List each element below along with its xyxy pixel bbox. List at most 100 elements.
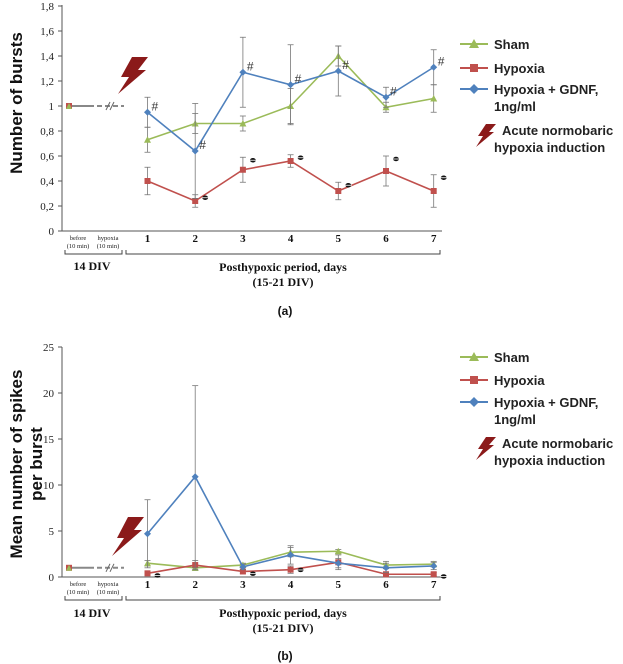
hypoxia-label-a: hypoxia <box>98 235 119 242</box>
lightning-bolt-icon <box>476 437 496 460</box>
data-point-gdnf <box>382 93 390 101</box>
baseline-point-sham <box>66 103 72 109</box>
legend-b: Sham Hypoxia Hypoxia + GDNF, 1ng/ml Acut… <box>460 350 613 468</box>
data-point-hypoxia <box>287 158 294 164</box>
data-point-hypoxia <box>287 566 294 573</box>
legend-label-gdnf-line1: Hypoxia + GDNF, <box>494 395 598 410</box>
asterisk-marker-icon <box>297 567 305 573</box>
asterisk-marker-icon <box>392 156 400 162</box>
hypoxia-duration-a: (10 min) <box>97 243 120 250</box>
legend-label-gdnf-line2: 1ng/ml <box>494 412 536 427</box>
legend-item-acute: Acute normobaric hypoxia induction <box>476 123 613 155</box>
before-duration-a: (10 min) <box>67 243 90 250</box>
y-tick-label: 1,6 <box>40 26 54 38</box>
diamond-marker-icon <box>469 84 479 94</box>
x-tick-label: 4 <box>288 579 294 591</box>
y-tick-label: 0,6 <box>40 151 54 163</box>
y-tick-label: 0,4 <box>40 176 54 188</box>
legend-label-sham: Sham <box>494 37 529 52</box>
y-tick-label: 1,2 <box>40 76 54 88</box>
legend-label-hypoxia: Hypoxia <box>494 61 545 76</box>
y-tick-label: 0,8 <box>40 126 54 138</box>
x-tick-label: 3 <box>240 233 246 245</box>
axis-break-icon <box>105 563 115 573</box>
data-point-gdnf <box>239 563 247 571</box>
significance-hash: # <box>390 84 397 98</box>
data-point-hypoxia <box>144 570 151 577</box>
x-tick-label: 5 <box>336 233 342 245</box>
y-tick-label: 20 <box>43 388 55 400</box>
data-point-gdnf <box>287 81 295 89</box>
legend-item-sham: Sham <box>460 350 529 365</box>
data-point-gdnf <box>144 108 151 116</box>
lightning-bolt-icon <box>476 124 496 147</box>
asterisk-marker-icon <box>440 175 448 180</box>
x-tick-label: 4 <box>288 233 294 245</box>
y-tick-label: 1,4 <box>40 51 54 63</box>
x-tick-label: 2 <box>192 579 198 591</box>
legend-label-sham: Sham <box>494 350 529 365</box>
data-point-gdnf <box>144 530 151 538</box>
data-point-hypoxia <box>430 188 437 194</box>
data-point-hypoxia <box>383 168 389 174</box>
x-tick-label: 1 <box>145 233 151 245</box>
chart-panel-a: Number of bursts 0 0,2 0,4 0,6 0,8 1 1,2 1,4 1,6… <box>7 1 613 318</box>
x-tick-label: 1 <box>145 579 151 591</box>
x-tick-label: 6 <box>383 233 389 245</box>
legend-label-hypoxia: Hypoxia <box>494 373 545 388</box>
legend-item-sham: Sham <box>460 37 529 52</box>
data-point-sham <box>144 136 151 143</box>
div14-bracket-b <box>64 596 123 601</box>
data-point-gdnf <box>430 562 438 570</box>
asterisk-marker-icon <box>201 195 209 200</box>
significance-hash: # <box>342 58 349 72</box>
data-point-gdnf <box>334 67 342 75</box>
data-point-hypoxia <box>335 188 342 194</box>
x-tick-label: 7 <box>431 579 437 591</box>
hypoxia-duration-b: (10 min) <box>97 589 120 596</box>
y-tick-label: 15 <box>43 434 55 446</box>
asterisk-marker-icon <box>249 571 257 576</box>
asterisk-marker-icon <box>154 573 161 578</box>
lightning-bolt-icon <box>112 517 144 556</box>
data-point-hypoxia <box>239 166 246 173</box>
legend-label-acute-line2: hypoxia induction <box>494 140 605 155</box>
div14-bracket-a <box>64 250 123 255</box>
data-point-gdnf <box>382 564 390 572</box>
data-point-gdnf <box>191 147 199 155</box>
before-label-a: before <box>70 235 87 242</box>
data-point-gdnf <box>334 559 342 567</box>
series-hypoxia <box>144 154 437 208</box>
before-label-b: before <box>70 581 87 588</box>
data-point-hypoxia <box>192 198 199 204</box>
hypoxia-label-b: hypoxia <box>98 581 119 588</box>
asterisk-marker-icon <box>344 183 352 188</box>
legend-label-gdnf-line1: Hypoxia + GDNF, <box>494 82 598 97</box>
posthypoxic-bracket-b <box>125 596 441 601</box>
chart-panel-b: Mean number of spikes per burst 05101520… <box>7 342 613 663</box>
posthypoxic-bracket-a <box>125 250 441 255</box>
data-point-gdnf <box>430 63 438 71</box>
y-tick-label: 1,8 <box>40 1 54 13</box>
x-axis-title-a: Posthypoxic period, days <box>219 260 347 274</box>
y-axis-label-a: Number of bursts <box>7 32 26 174</box>
legend-item-gdnf: Hypoxia + GDNF, 1ng/ml <box>460 395 598 427</box>
x-tick-label: 6 <box>383 579 389 591</box>
y-tick-label: 1 <box>49 101 55 113</box>
legend-label-acute-line1: Acute normobaric <box>502 436 613 451</box>
legend-label-acute-line1: Acute normobaric <box>502 123 613 138</box>
data-point-sham <box>430 95 438 102</box>
x-axis-subtitle-a: (15-21 DIV) <box>253 275 314 289</box>
data-point-hypoxia <box>239 568 246 575</box>
data-point-hypoxia <box>144 178 151 184</box>
legend-label-acute-line2: hypoxia induction <box>494 453 605 468</box>
lightning-bolt-icon <box>118 57 148 94</box>
data-point-gdnf <box>287 551 295 559</box>
data-point-sham <box>334 547 342 555</box>
asterisk-marker-icon <box>297 155 305 160</box>
y-axis-label-b-line1: Mean number of spikes <box>7 370 26 559</box>
y-tick-label: 0 <box>49 572 55 584</box>
data-point-sham <box>239 120 247 127</box>
series-gdnf <box>144 36 438 199</box>
